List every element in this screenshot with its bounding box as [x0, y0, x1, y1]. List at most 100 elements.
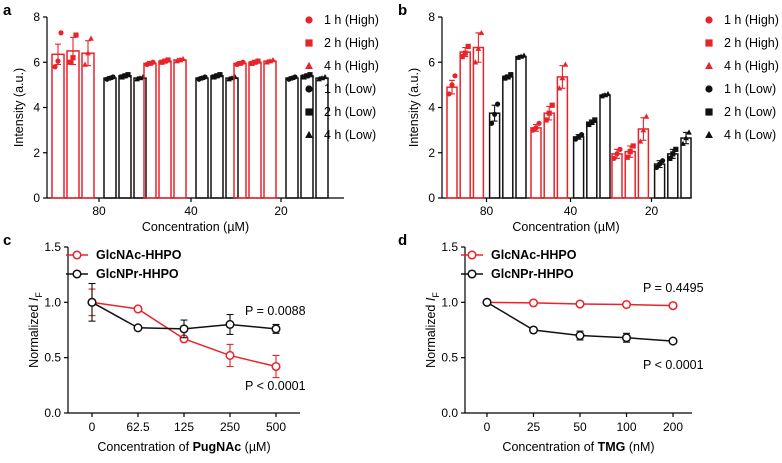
x-axis-label: Concentration of TMG (nM): [502, 440, 654, 454]
data-point: [162, 58, 168, 64]
data-point: [654, 164, 660, 171]
bar: [233, 62, 247, 199]
data-point: [589, 119, 595, 125]
data-point: [621, 333, 632, 343]
data-point: [322, 73, 328, 80]
data-point: [301, 74, 307, 80]
panel-b: b 0 2 4 6 8 Intensity (a.u.) 80 40 20 Concentratio…: [398, 2, 779, 234]
bar: [173, 59, 187, 199]
data-point: [110, 74, 116, 80]
legend-label: 2 h (Low): [724, 105, 776, 119]
legend-label: 4 h (High): [324, 59, 379, 73]
legend-label: GlcNPr-HHPO: [491, 267, 574, 281]
y-tick-label: 1.5: [44, 240, 61, 254]
bar: [225, 77, 239, 199]
x-tick-label: 250: [220, 420, 240, 434]
legend-label: 2 h (Low): [324, 105, 376, 119]
data-point: [133, 323, 143, 333]
x-tick-label: 62.5: [126, 420, 150, 434]
data-point: [657, 161, 663, 167]
data-point: [533, 125, 539, 131]
data-point: [667, 155, 673, 162]
panel-label: d: [398, 232, 407, 249]
y-tick-label: 1.0: [44, 295, 61, 309]
x-tick-label: 50: [573, 420, 587, 434]
data-point: [122, 73, 128, 79]
data-point: [673, 146, 679, 152]
x-axis-label: Concentration (µM): [512, 220, 619, 234]
bar: [599, 94, 611, 199]
data-point: [214, 73, 220, 79]
data-point: [624, 154, 630, 160]
bar: [210, 75, 224, 199]
legend-label: 1 h (Low): [324, 82, 376, 96]
bar: [556, 76, 569, 199]
x-tick-label: 20: [645, 204, 659, 218]
data-point: [82, 61, 88, 67]
y-axis-label-italic: I: [424, 297, 438, 301]
x-axis-label-bold: PugNAc: [193, 440, 242, 454]
data-point: [70, 55, 76, 61]
legend-marker: [305, 108, 313, 116]
y-tick-label: 0.5: [44, 351, 61, 365]
y-axis-label-sub: F: [431, 292, 441, 298]
data-point: [180, 55, 186, 62]
data-point: [88, 35, 94, 41]
data-point: [270, 56, 276, 63]
legend-marker: [705, 85, 713, 93]
y-tick-label: 8: [33, 10, 40, 24]
bar: [195, 77, 209, 199]
x-axis-label: Concentration of PugNAc (µM): [97, 440, 270, 454]
data-point: [630, 143, 636, 149]
legend-marker: [705, 130, 713, 139]
data-point: [683, 135, 689, 141]
bar: [680, 137, 692, 199]
bar: [572, 136, 585, 199]
y-tick-label: 0.0: [44, 406, 61, 420]
data-point: [202, 74, 208, 80]
data-point: [614, 151, 620, 157]
data-point: [85, 50, 91, 56]
data-point: [255, 58, 261, 64]
legend-label: 2 h (High): [724, 36, 779, 50]
y-axis-label-main: Normalized: [27, 301, 41, 368]
data-point: [556, 85, 563, 91]
y-tick-label: 6: [33, 55, 40, 69]
y-tick-label: 0.5: [441, 351, 458, 365]
data-point: [133, 304, 143, 314]
data-point: [549, 102, 555, 108]
data-point: [472, 59, 479, 65]
bar: [586, 121, 598, 199]
y-tick-label: 6: [428, 55, 435, 69]
data-point: [660, 158, 666, 164]
legend-marker: [705, 16, 713, 24]
x-tick-label: 500: [266, 420, 286, 434]
bar: [502, 76, 514, 199]
data-point: [546, 110, 552, 116]
bar: [263, 60, 277, 199]
x-axis-label-pre: Concentration of: [502, 440, 597, 454]
data-point: [502, 75, 508, 81]
legend-marker: [705, 39, 713, 47]
x-tick-label: 25: [527, 420, 541, 434]
y-axis-label-italic: I: [27, 297, 41, 301]
legend-label: 1 h (High): [324, 13, 379, 27]
y-axis-label: Normalized IF: [424, 292, 441, 368]
data-point: [449, 82, 455, 88]
data-point: [52, 64, 58, 70]
panel-a: a 0 2 4 6 8 Intensity (a.u.) 80 40 20 Concentratio…: [3, 2, 379, 234]
data-point: [58, 30, 64, 36]
legend-marker: [705, 61, 713, 70]
bar: [51, 53, 65, 199]
bar: [459, 51, 471, 199]
x-axis-label-post: (µM): [241, 440, 270, 454]
x-axis-label-post: (nM): [625, 440, 654, 454]
bar: [66, 50, 80, 199]
x-tick-label: 80: [92, 204, 106, 218]
x-axis-label-pre: Concentration of: [97, 440, 192, 454]
data-point: [159, 59, 165, 65]
p-value-annotation: P = 0.0088: [245, 304, 306, 318]
y-tick-label: 2: [33, 146, 40, 160]
x-tick-label: 125: [174, 420, 194, 434]
data-point: [87, 297, 97, 307]
